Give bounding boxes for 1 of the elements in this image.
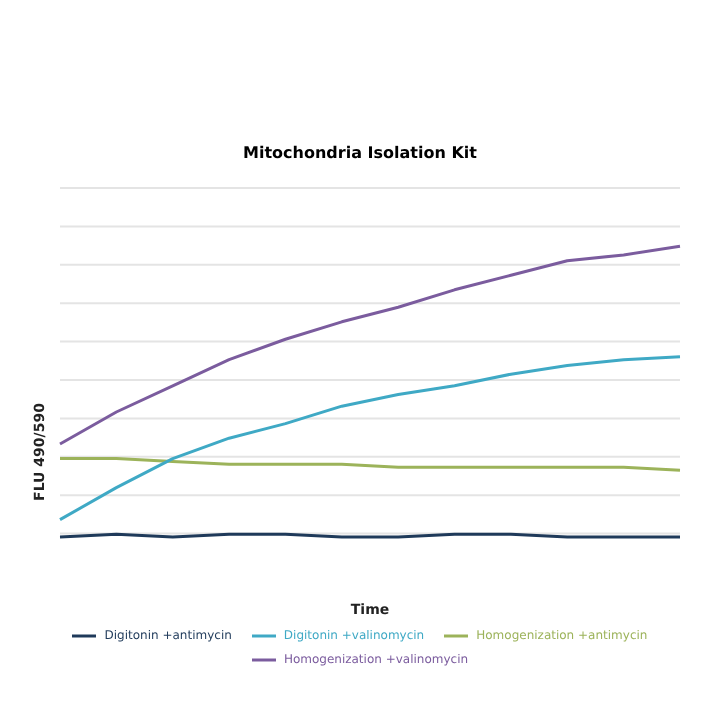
chart-title: Mitochondria Isolation Kit (241, 142, 479, 166)
